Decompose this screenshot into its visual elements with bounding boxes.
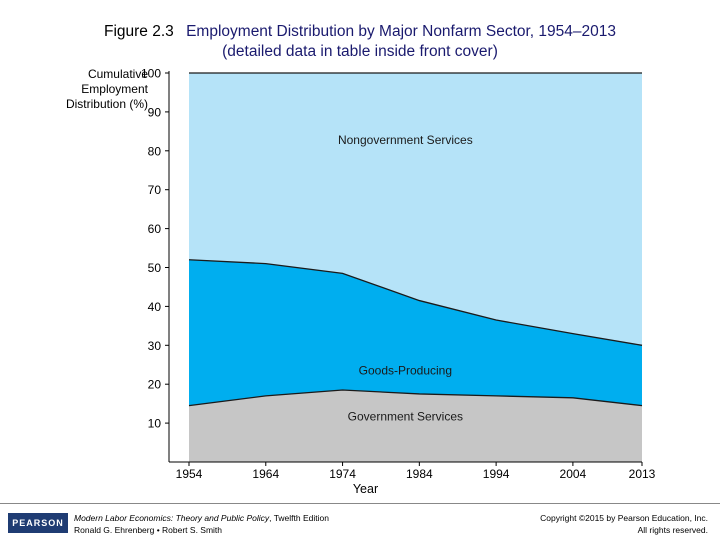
y-axis-label-line: Distribution (%) xyxy=(66,97,148,111)
pearson-logo: PEARSON xyxy=(8,513,68,533)
copyright-notice: Copyright ©2015 by Pearson Education, In… xyxy=(540,512,708,536)
x-tick-label: 1984 xyxy=(406,467,433,481)
figure-number: Figure 2.3 xyxy=(103,23,174,40)
y-axis-label-line: Cumulative xyxy=(88,67,148,81)
figure-main-title: Employment Distribution by Major Nonfarm… xyxy=(186,23,616,40)
figure-subtitle: (detailed data in table inside front cov… xyxy=(222,43,498,60)
y-tick-label: 90 xyxy=(148,105,162,119)
boundary-line-government-services xyxy=(188,389,643,407)
copyright-text: Copyright ©2015 by Pearson Education, In… xyxy=(540,513,708,523)
book-title: Modern Labor Economics: Theory and Publi… xyxy=(74,513,270,523)
y-tick-label: 80 xyxy=(148,144,162,158)
x-tick-label: 1974 xyxy=(329,467,356,481)
series-label-government-services: Government Services xyxy=(348,409,463,423)
x-tick-label: 2004 xyxy=(560,467,587,481)
x-tick-label: 1994 xyxy=(483,467,510,481)
y-tick-label: 100 xyxy=(141,67,161,81)
book-edition: , Twelfth Edition xyxy=(269,513,329,523)
y-tick-label: 70 xyxy=(148,183,162,197)
y-axis-label-line: Employment xyxy=(81,82,148,96)
y-tick-label: 60 xyxy=(148,222,162,236)
series-label-goods-producing: Goods-Producing xyxy=(359,364,452,378)
x-axis-label: Year xyxy=(353,482,378,496)
x-tick-label: 1964 xyxy=(252,467,279,481)
book-authors: Ronald G. Ehrenberg • Robert S. Smith xyxy=(74,525,223,535)
y-tick-label: 50 xyxy=(148,261,162,275)
rights-text: All rights reserved. xyxy=(637,525,708,535)
book-citation: Modern Labor Economics: Theory and Publi… xyxy=(74,512,329,536)
y-tick-label: 10 xyxy=(148,417,162,431)
boundary-line-goods-producing xyxy=(188,259,643,346)
area-government-services xyxy=(189,390,642,462)
footer-divider xyxy=(0,503,720,504)
x-tick-label: 2013 xyxy=(629,467,656,481)
y-tick-label: 20 xyxy=(148,378,162,392)
y-tick-label: 40 xyxy=(148,300,162,314)
y-tick-label: 30 xyxy=(148,339,162,353)
series-label-nongovernment-services: Nongovernment Services xyxy=(338,133,473,147)
x-tick-label: 1954 xyxy=(176,467,203,481)
figure-title: Figure 2.3 Employment Distribution by Ma… xyxy=(0,22,720,62)
